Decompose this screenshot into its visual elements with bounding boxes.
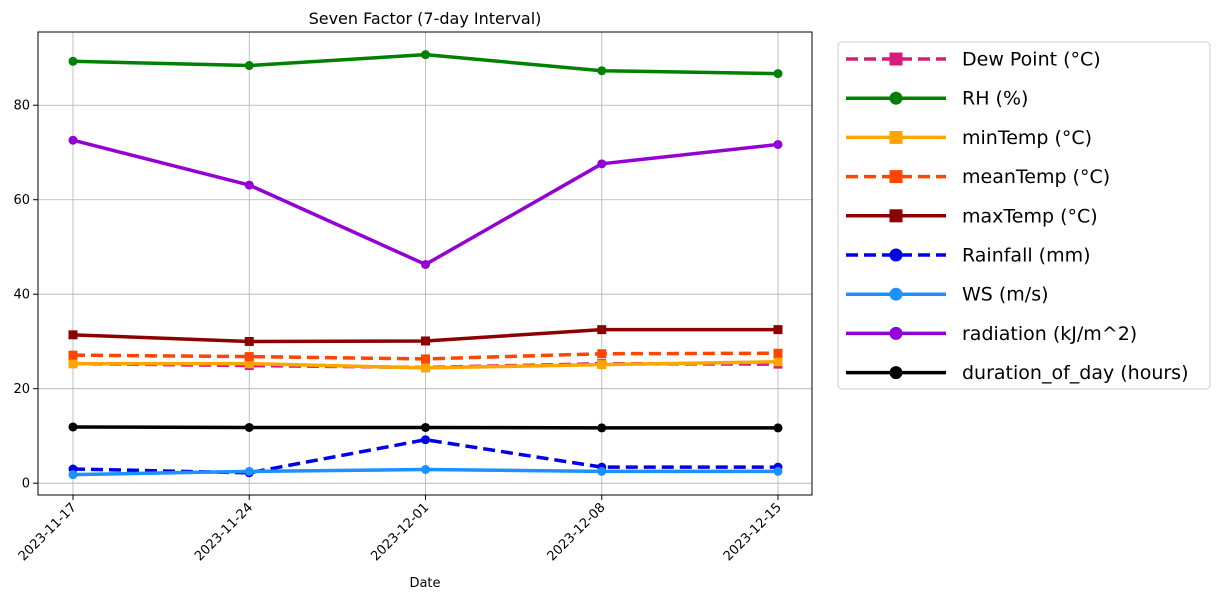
legend-label: minTemp (°C): [962, 127, 1092, 149]
data-point: [773, 325, 783, 335]
legend-item: meanTemp (°C): [846, 166, 1110, 188]
data-point: [244, 180, 254, 190]
legend-label: duration_of_day (hours): [962, 362, 1189, 384]
data-point: [773, 348, 783, 358]
legend-label: WS (m/s): [962, 284, 1049, 306]
data-point: [421, 422, 430, 432]
y-tick-label: 60: [13, 193, 30, 208]
x-tick-label: 2023-12-15: [721, 500, 785, 564]
legend-item: Dew Point (°C): [846, 49, 1101, 71]
data-point: [597, 325, 607, 335]
legend-item: minTemp (°C): [846, 127, 1092, 149]
series-3: [68, 348, 783, 364]
legend-item: Rainfall (mm): [846, 245, 1091, 267]
x-axis-label: Date: [409, 576, 440, 591]
data-point: [421, 336, 430, 346]
series-8: [68, 422, 783, 433]
legend-marker: [889, 366, 903, 380]
data-point: [244, 61, 254, 71]
data-point: [244, 352, 254, 362]
legend-label: meanTemp (°C): [962, 166, 1110, 188]
legend-marker: [889, 52, 903, 66]
data-point: [421, 259, 430, 269]
legend-marker: [889, 170, 903, 184]
series-6: [68, 464, 783, 480]
x-tick-label: 2023-12-01: [368, 500, 432, 564]
data-point: [68, 350, 78, 360]
data-point: [68, 359, 78, 369]
data-point: [773, 139, 783, 149]
data-point: [68, 56, 78, 66]
y-tick-label: 80: [13, 99, 30, 114]
data-point: [68, 135, 78, 145]
series-2: [68, 357, 783, 373]
data-point: [597, 423, 607, 433]
legend-label: RH (%): [962, 88, 1028, 110]
data-point: [244, 466, 254, 476]
series-1: [68, 50, 783, 79]
legend-marker: [889, 326, 903, 340]
data-point: [773, 69, 783, 79]
data-point: [421, 354, 430, 364]
legend-label: radiation (kJ/m^2): [962, 323, 1137, 345]
legend-label: Rainfall (mm): [962, 245, 1091, 267]
data-point: [773, 357, 783, 367]
grid: [38, 32, 812, 495]
chart-title: Seven Factor (7-day Interval): [309, 9, 542, 28]
data-point: [421, 464, 430, 474]
series-7: [68, 135, 783, 269]
legend-item: duration_of_day (hours): [846, 362, 1189, 384]
y-tick-label: 20: [13, 382, 30, 397]
data-point: [421, 435, 430, 445]
data-point: [421, 50, 430, 60]
legend-item: WS (m/s): [846, 284, 1049, 306]
series-4: [68, 325, 783, 346]
data-point: [597, 66, 607, 76]
legend-marker: [889, 248, 903, 262]
legend-item: maxTemp (°C): [846, 205, 1098, 227]
legend-marker: [889, 209, 903, 223]
legend: Dew Point (°C) RH (%) minTemp (°C) meanTemp…: [837, 41, 1211, 390]
data-point: [773, 423, 783, 433]
legend-marker: [889, 287, 903, 301]
legend-label: maxTemp (°C): [962, 205, 1098, 227]
x-axis: 2023-11-17 2023-11-24 2023-12-01 2023-12-08…: [16, 495, 785, 564]
legend-item: radiation (kJ/m^2): [846, 323, 1137, 345]
data-point: [597, 466, 607, 476]
y-axis: 0 20 40 60 80: [13, 99, 38, 492]
series-layer: [68, 50, 783, 480]
data-point: [68, 470, 78, 480]
y-tick-label: 0: [22, 477, 30, 492]
y-tick-label: 40: [13, 288, 30, 303]
data-point: [597, 349, 607, 359]
legend-marker: [889, 130, 903, 144]
data-point: [597, 159, 607, 169]
data-point: [68, 330, 78, 340]
legend-frame: [837, 41, 1211, 390]
legend-item: RH (%): [846, 88, 1028, 110]
legend-marker: [889, 91, 903, 105]
x-tick-label: 2023-12-08: [545, 500, 609, 564]
data-point: [244, 336, 254, 346]
data-point: [68, 422, 78, 432]
data-point: [597, 360, 607, 370]
data-point: [421, 363, 430, 373]
x-tick-label: 2023-11-17: [16, 500, 80, 564]
legend-label: Dew Point (°C): [962, 49, 1101, 71]
data-point: [773, 466, 783, 476]
data-point: [244, 359, 254, 369]
x-tick-label: 2023-11-24: [192, 500, 256, 564]
data-point: [244, 422, 254, 432]
